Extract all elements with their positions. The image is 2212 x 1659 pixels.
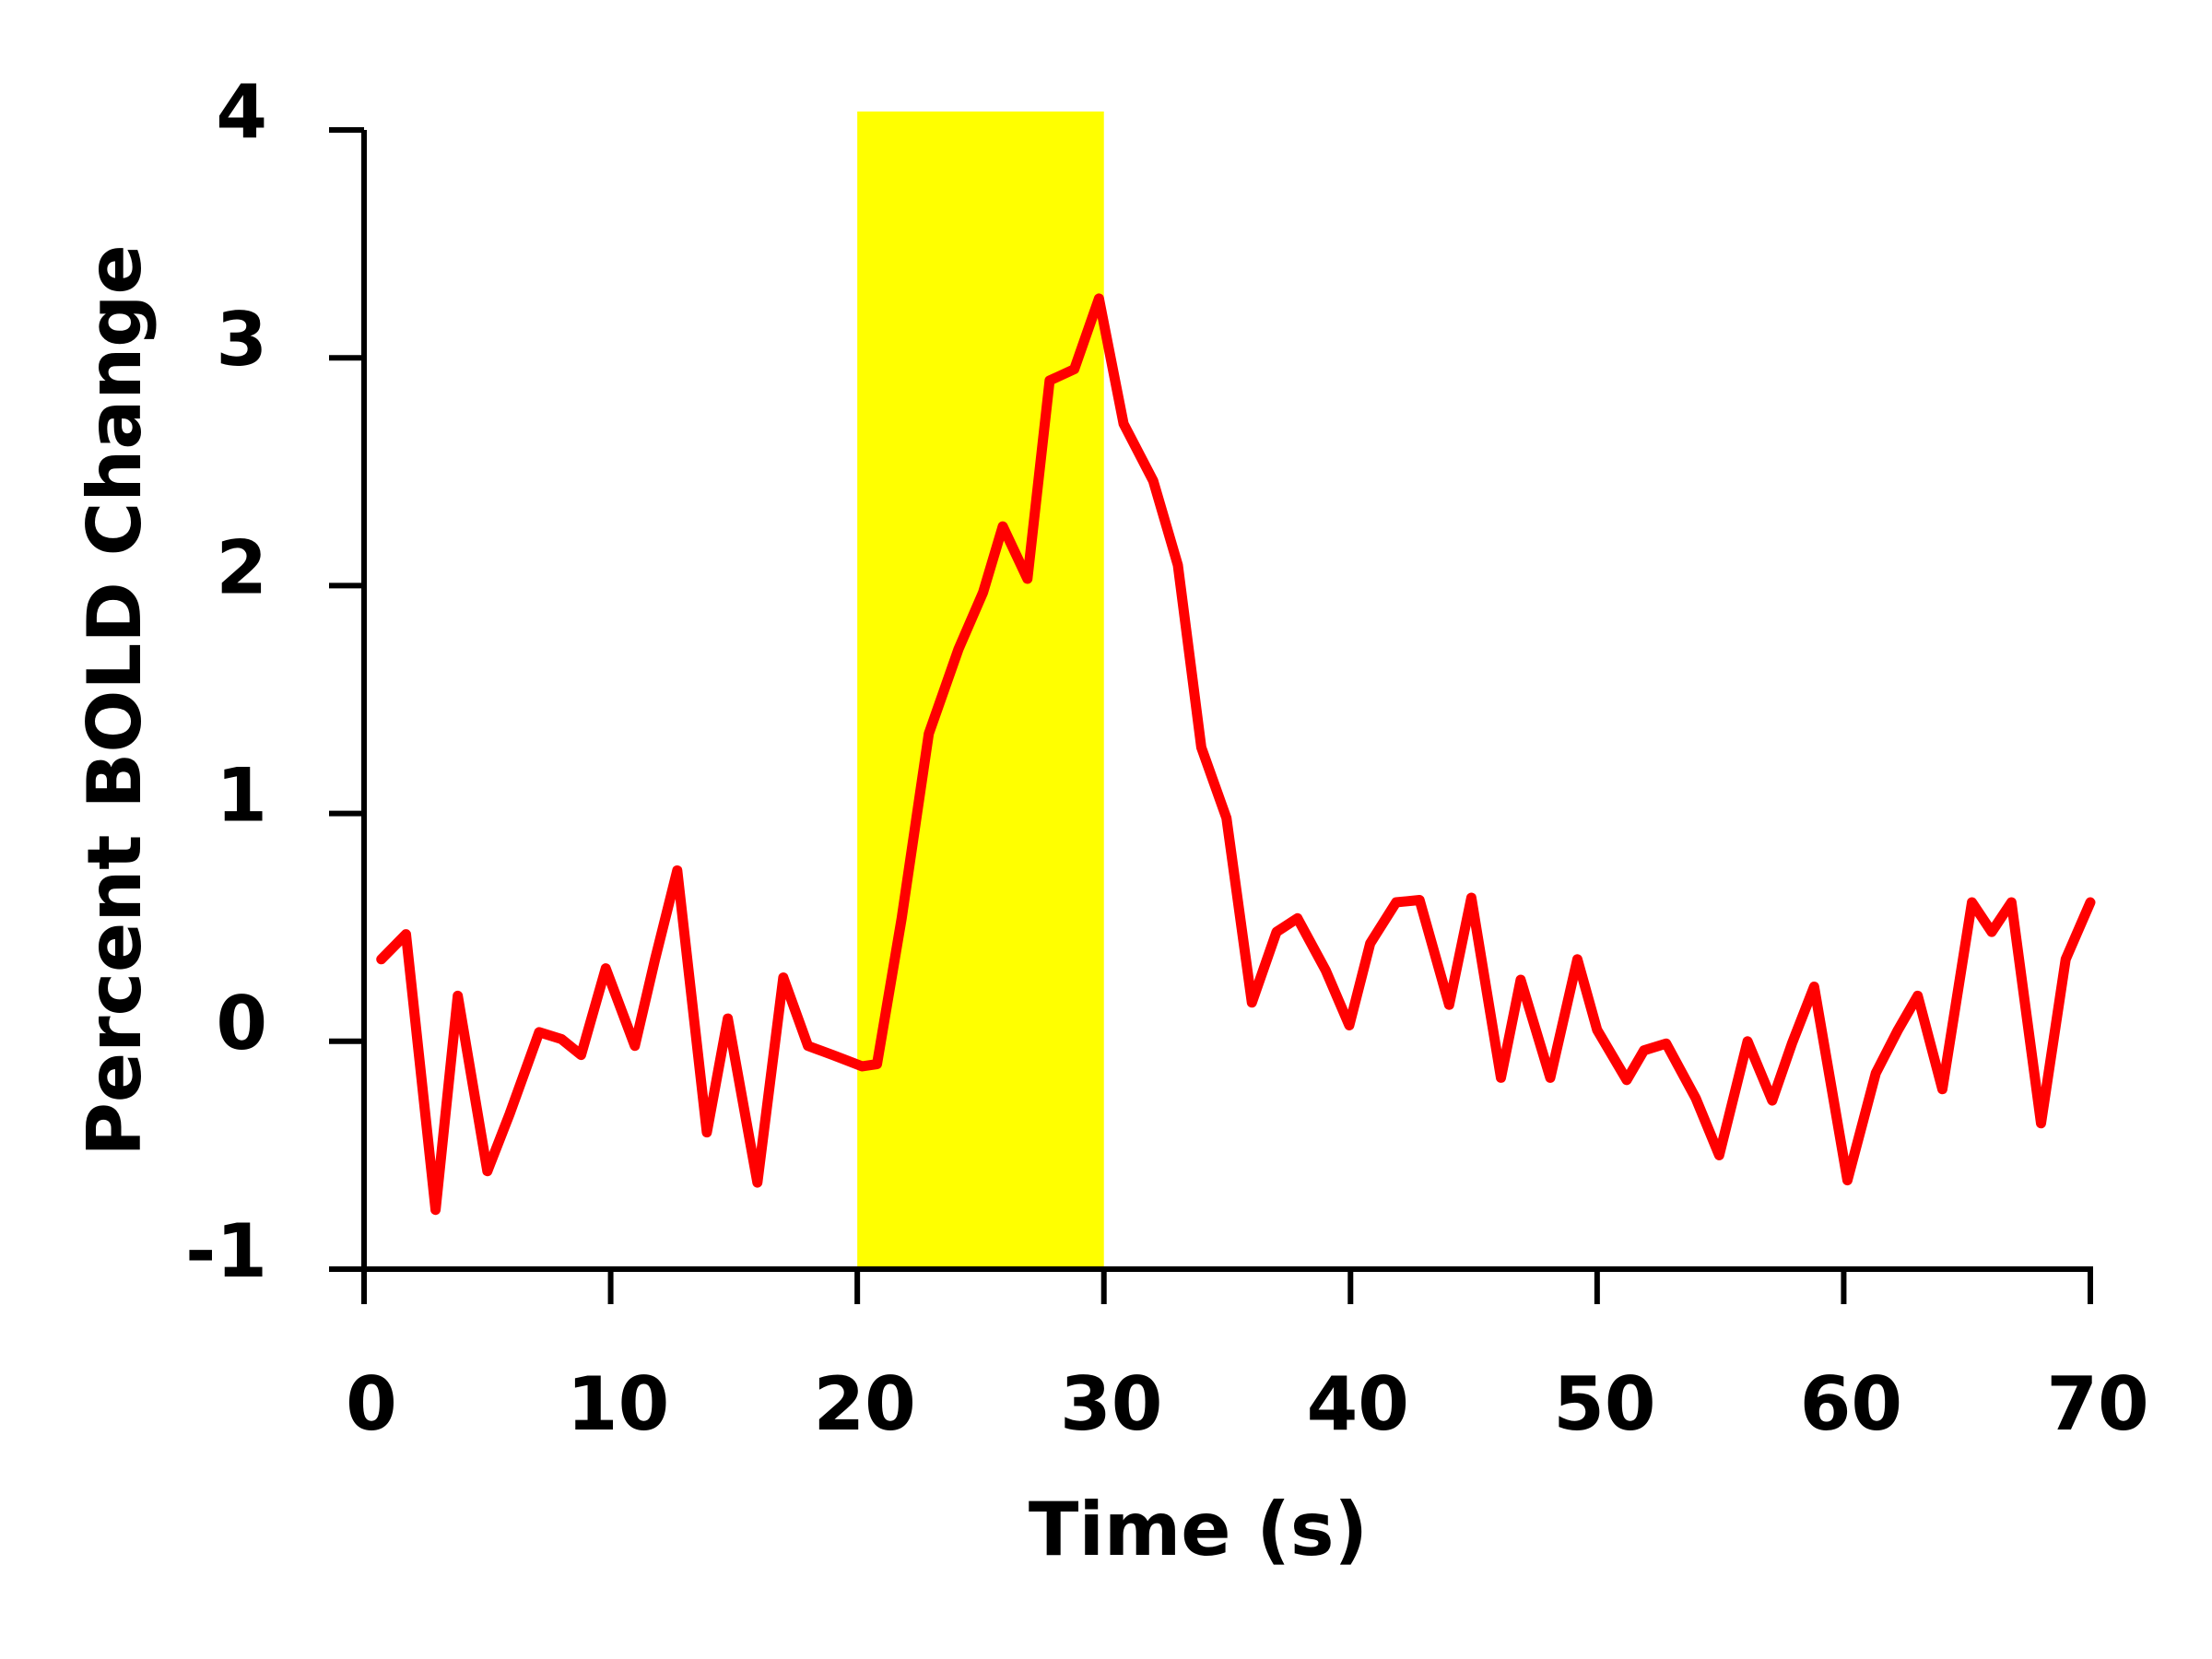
y-tick-label: 3	[216, 297, 267, 382]
x-tick-label: 20	[813, 1361, 915, 1447]
y-tick-label: 2	[216, 524, 267, 610]
data-line	[376, 293, 2096, 1216]
x-tick-label: 0	[346, 1361, 397, 1447]
x-tick-label: 60	[1800, 1361, 1902, 1447]
x-tick-label: 10	[567, 1361, 669, 1447]
x-tick-label: 70	[2046, 1361, 2148, 1447]
x-tick-label: 50	[1553, 1361, 1655, 1447]
y-axis-title: Percent BOLD Change	[72, 244, 158, 1156]
y-tick-label: -1	[185, 1208, 267, 1294]
x-axis-title: Time (s)	[1029, 1487, 1368, 1572]
y-tick-label: 1	[216, 753, 267, 839]
highlight-band	[857, 112, 1104, 1269]
y-tick-label: 4	[216, 69, 267, 155]
x-tick-label: 40	[1307, 1361, 1409, 1447]
x-tick-label: 30	[1060, 1361, 1162, 1447]
y-tick-label: 0	[216, 981, 267, 1066]
